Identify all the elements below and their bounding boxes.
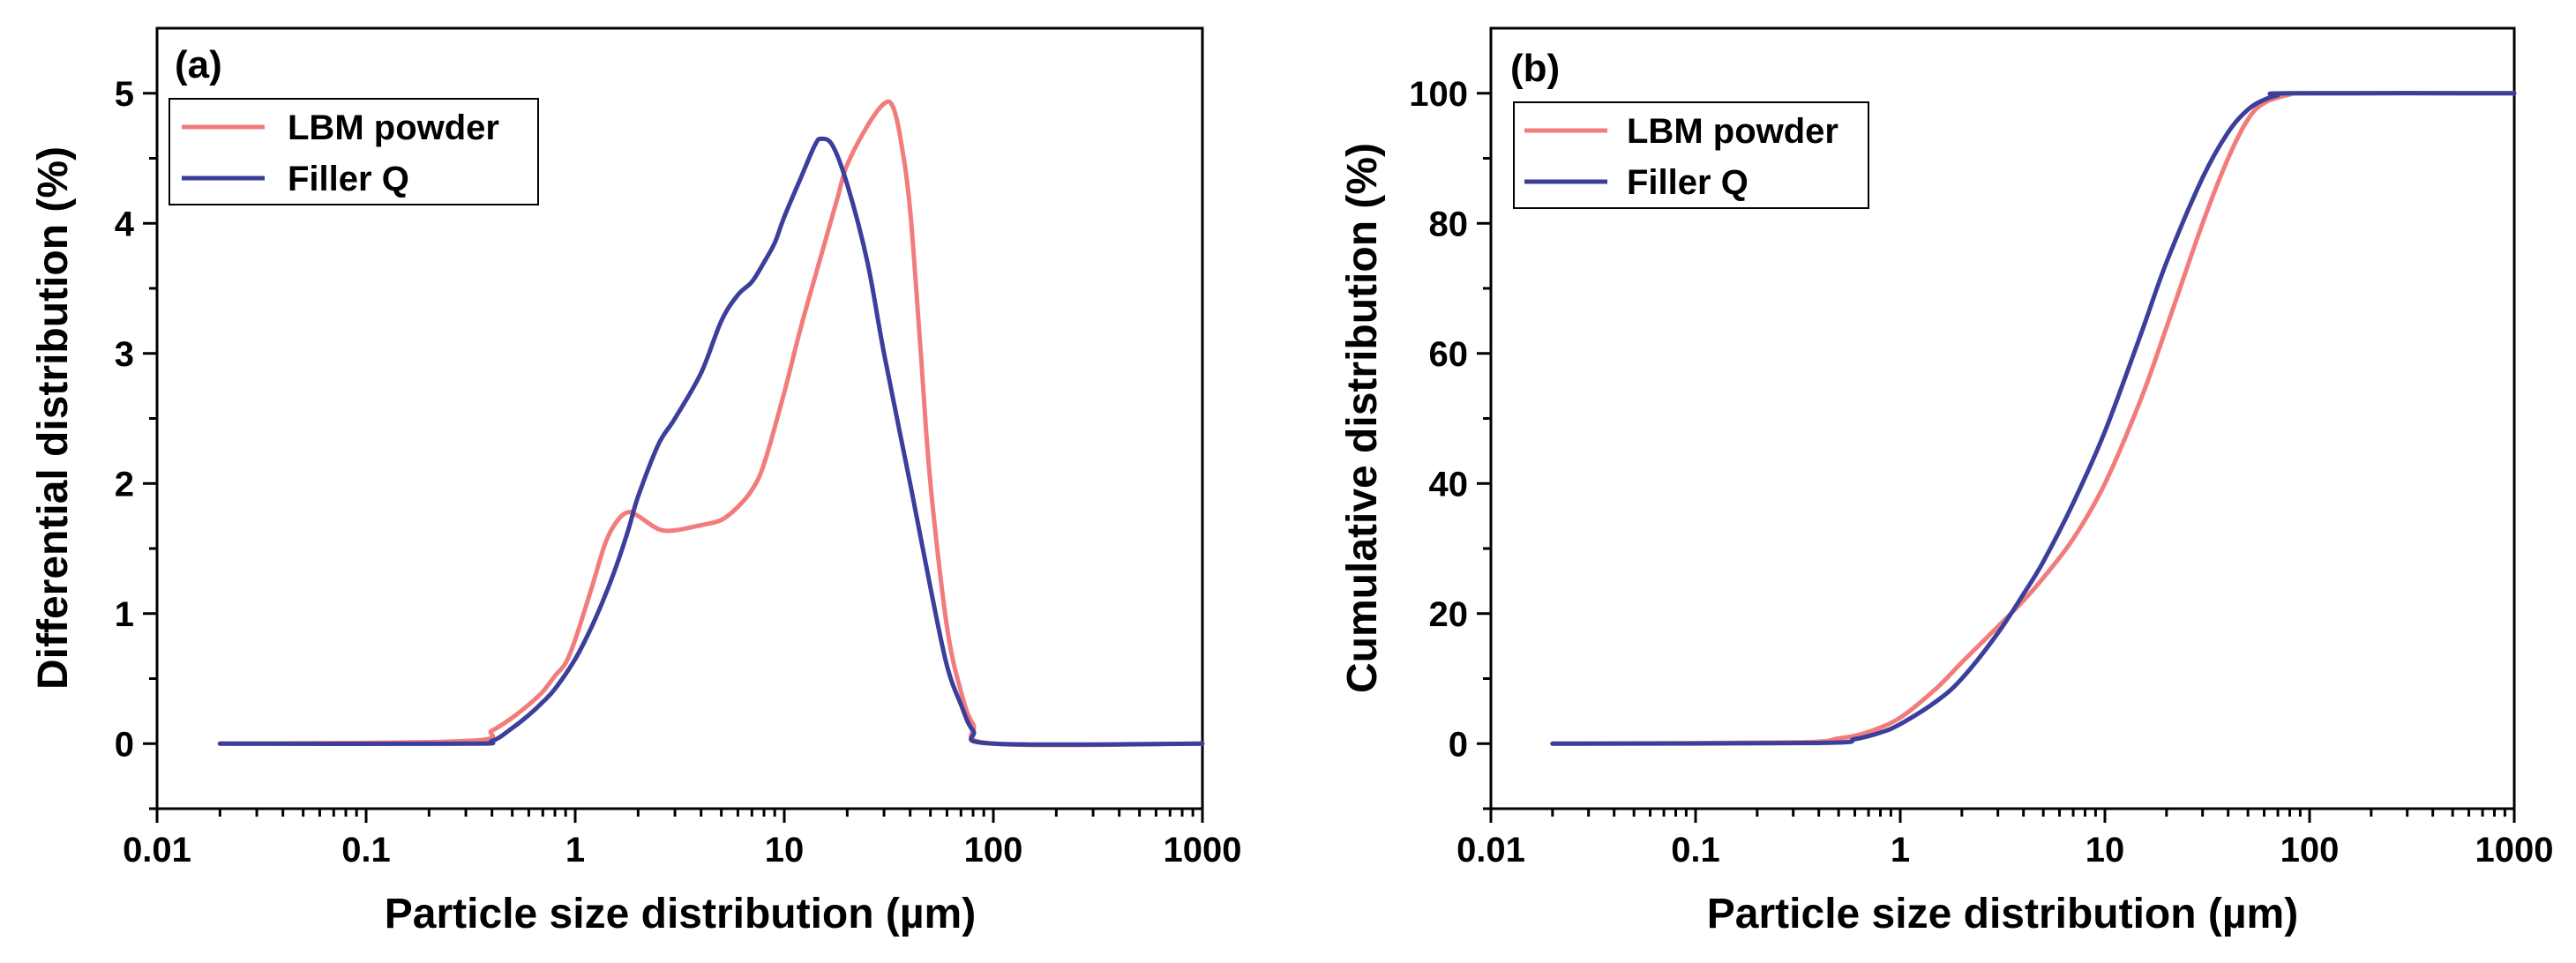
x-tick-label-b: 1	[1891, 831, 1910, 870]
series-line-lbm-powder-a	[217, 99, 1205, 748]
y-tick-label-a: 2	[115, 465, 134, 504]
legend-a: LBM powder Filler Q	[168, 98, 539, 205]
legend-label-filler-b: Filler Q	[1627, 163, 1749, 202]
y-tick-label-b: 100	[1409, 75, 1468, 114]
x-tick-label-a: 10	[765, 831, 805, 870]
x-tick-label-a: 0.1	[341, 831, 391, 870]
x-tick-label-b: 100	[2280, 831, 2340, 870]
legend-label-filler-a: Filler Q	[288, 160, 409, 198]
y-axis-label-b: Cumulative distribution (%)	[1339, 143, 1386, 693]
y-tick-label-b: 60	[1429, 335, 1469, 374]
curve-group-a	[217, 99, 1205, 748]
x-tick-label-a: 1000	[1164, 831, 1242, 870]
legend-box-a	[168, 98, 539, 205]
legend-box-b	[1513, 101, 1869, 209]
panel-label-a: (a)	[175, 43, 222, 86]
series-line-filler-q-a	[217, 136, 1205, 747]
panel-a-chart: (a) 0.01 0.1 1 10 100 1000 0 1 2 3 4 5 LBM powder F…	[30, 26, 1242, 937]
y-tick-label-a: 0	[115, 725, 134, 764]
tick-group-b: 0.01 0.1 1 10 100 1000 0 20 40 60 80 100	[1409, 75, 2553, 870]
series-line-lbm-powder-b	[1550, 91, 2517, 746]
x-tick-label-b: 10	[2086, 831, 2125, 870]
x-tick-label-b: 0.1	[1671, 831, 1720, 870]
y-tick-label-a: 5	[115, 75, 134, 114]
panel-b-chart: (b) 0.01 0.1 1 10 100 1000 0 20 40 60 80 100 LBM po…	[1339, 26, 2553, 937]
y-tick-label-a: 1	[115, 595, 134, 634]
legend-label-lbm-a: LBM powder	[288, 108, 499, 147]
y-tick-label-b: 0	[1449, 725, 1468, 764]
series-line-filler-q-b	[1550, 91, 2517, 746]
y-tick-label-b: 40	[1429, 465, 1469, 504]
y-tick-label-a: 3	[115, 335, 134, 374]
x-tick-label-a: 0.01	[123, 831, 191, 870]
legend-b: LBM powder Filler Q	[1513, 101, 1869, 209]
x-tick-label-a: 1	[565, 831, 585, 870]
curve-group-b	[1550, 91, 2517, 746]
x-axis-label-b: Particle size distribution (µm)	[1707, 891, 2298, 937]
y-tick-label-b: 80	[1429, 205, 1469, 243]
y-tick-label-b: 20	[1429, 595, 1469, 634]
y-axis-label-a: Differential distribution (%)	[30, 146, 77, 690]
x-axis-label-a: Particle size distribution (µm)	[385, 891, 976, 937]
x-tick-label-a: 100	[964, 831, 1023, 870]
tick-group-a: 0.01 0.1 1 10 100 1000 0 1 2 3 4 5	[115, 75, 1242, 870]
y-tick-label-a: 4	[115, 205, 135, 243]
x-tick-label-b: 0.01	[1456, 831, 1525, 870]
x-tick-label-b: 1000	[2475, 831, 2554, 870]
panel-label-b: (b)	[1510, 47, 1560, 90]
legend-label-lbm-b: LBM powder	[1627, 112, 1838, 151]
